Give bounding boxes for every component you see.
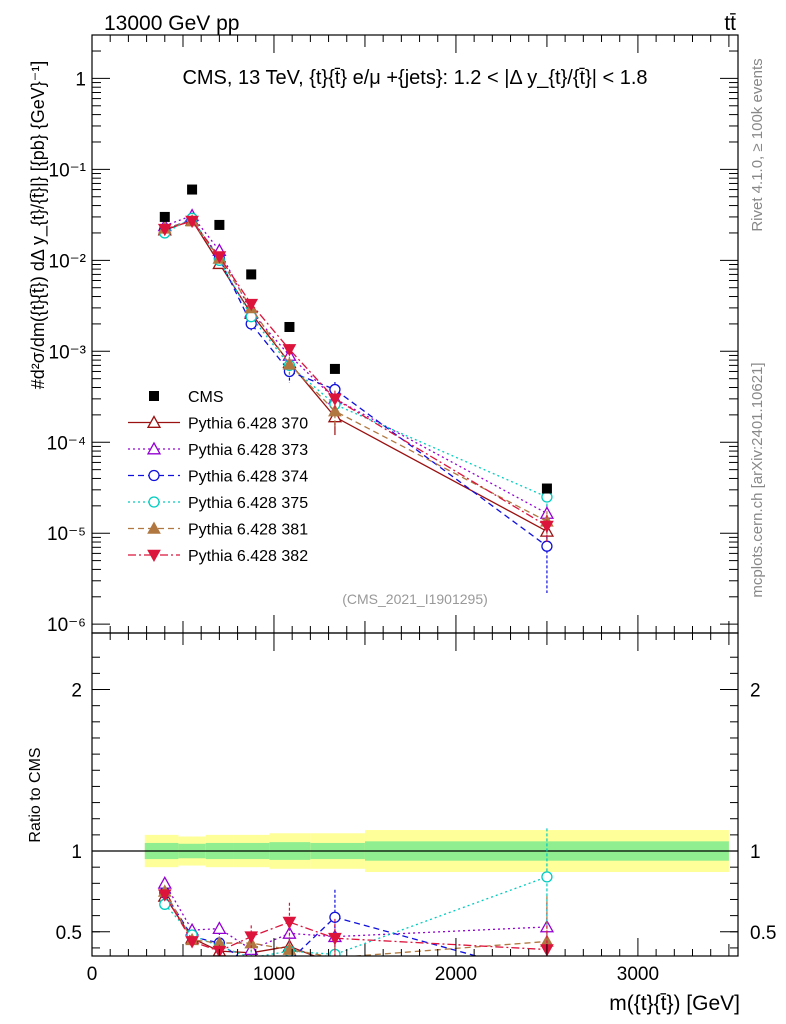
- legend-marker: [146, 415, 162, 428]
- analysis-id: (CMS_2021_I1901295): [342, 591, 488, 607]
- mc-point: [245, 311, 257, 323]
- mc-point: [282, 357, 297, 370]
- mc-point: [185, 215, 199, 229]
- mc-point: [541, 540, 553, 552]
- main-frame: [91, 34, 739, 634]
- header-right: tt̄: [724, 12, 736, 35]
- legend-marker: [147, 549, 161, 563]
- legend-marker: [149, 391, 159, 401]
- mc-point: [157, 223, 172, 237]
- y-tick-label: 10⁻¹: [49, 160, 87, 181]
- cms-data-points: [159, 184, 552, 494]
- y-tick-label: 1: [75, 69, 86, 90]
- mc-point: [328, 393, 342, 406]
- y-axis-label: #d²σ/dm({t}{t̄}) dΔ y_{t}/{t̄}|} [{pb} {…: [28, 61, 49, 390]
- ratio-point: [212, 921, 227, 934]
- x-axis-label: m({t}{t̄}) [GeV]: [609, 992, 740, 1015]
- legend-label: Pythia 6.428 374: [188, 469, 308, 486]
- mc-point: [244, 298, 259, 312]
- cms-point: [329, 363, 340, 374]
- ratio-tick-label-right: 2: [750, 681, 761, 702]
- cms-point: [284, 321, 295, 332]
- main-series: [157, 208, 555, 594]
- y-tick-label: 10⁻³: [49, 342, 87, 363]
- main-ticks: 1 10⁻¹ 10⁻² 10⁻³ 10⁻⁴ 10⁻⁵ 10⁻⁶: [47, 34, 738, 636]
- x-axis: 0 1000 2000 3000: [87, 35, 730, 985]
- legend-label: CMS: [188, 389, 224, 406]
- mc-point: [540, 520, 554, 534]
- mcplots-label: mcplots.cern.ch [arXiv:2401.10621]: [749, 362, 766, 597]
- ratio-point: [244, 931, 259, 944]
- mc-point: [328, 404, 342, 417]
- ratio-frame: [91, 632, 739, 957]
- ratio-tick-label: 0.5: [56, 923, 82, 944]
- ratio-ticks: 0.5 0.5 1 1 2 2: [56, 656, 776, 949]
- legend-label: Pythia 6.428 382: [188, 548, 308, 565]
- y-tick-label: 10⁻⁴: [47, 433, 86, 454]
- legend-label: Pythia 6.428 370: [188, 416, 308, 433]
- ratio-tick-label: 2: [71, 681, 82, 702]
- ratio-point: [244, 942, 259, 955]
- x-tick-label: 0: [87, 964, 98, 985]
- ratio-axis-label: Ratio to CMS: [27, 747, 44, 842]
- ratio-series: [157, 828, 555, 956]
- ratio-tick-label-right: 1: [750, 842, 761, 863]
- ratio-tick-label-right: 0.5: [750, 923, 776, 944]
- ratio-tick-label: 1: [71, 842, 82, 863]
- x-tick-label: 1000: [253, 964, 295, 985]
- y-tick-label: 10⁻²: [49, 251, 87, 272]
- ratio-point: [185, 936, 199, 949]
- ratio-curves: [157, 828, 555, 956]
- legend: CMS Pythia 6.428 370 Pythia 6.428 373 Pythi…: [128, 389, 308, 565]
- legend-marker: [146, 441, 162, 455]
- mc-point: [282, 344, 297, 357]
- ratio-line: [164, 892, 479, 956]
- header-left: 13000 GeV pp: [104, 12, 239, 35]
- ratio-point: [541, 871, 553, 883]
- ratio-point: [328, 932, 342, 946]
- cms-point: [159, 211, 170, 222]
- rivet-label: Rivet 4.1.0, ≥ 100k events: [749, 58, 766, 231]
- y-tick-label: 10⁻⁶: [47, 615, 86, 636]
- legend-marker: [148, 469, 160, 482]
- legend-label: Pythia 6.428 381: [188, 522, 308, 539]
- cms-point: [246, 269, 257, 280]
- x-tick-label: 3000: [617, 964, 659, 985]
- chart-title: CMS, 13 TeV, {t}{t̄} e/μ +{jets}: 1.2 < …: [182, 67, 647, 89]
- legend-marker: [148, 496, 160, 508]
- legend-marker: [147, 521, 161, 534]
- mc-point: [212, 251, 227, 264]
- y-tick-label: 10⁻⁵: [47, 524, 86, 545]
- ratio-point: [282, 916, 297, 930]
- ratio-point: [329, 911, 341, 923]
- ratio-point: [157, 889, 172, 902]
- main-panel: 1 10⁻¹ 10⁻² 10⁻³ 10⁻⁴ 10⁻⁵ 10⁻⁶ CMS, 13 TeV, {…: [28, 34, 739, 636]
- ratio-panel: 0.5 0.5 1 1 2 2 Ratio to CMS: [27, 632, 776, 957]
- cms-point: [541, 483, 552, 494]
- cms-point: [214, 219, 225, 230]
- x-tick-label: 2000: [435, 964, 477, 985]
- legend-label: Pythia 6.428 375: [188, 495, 308, 512]
- legend-label: Pythia 6.428 373: [188, 442, 308, 459]
- cms-point: [187, 184, 198, 195]
